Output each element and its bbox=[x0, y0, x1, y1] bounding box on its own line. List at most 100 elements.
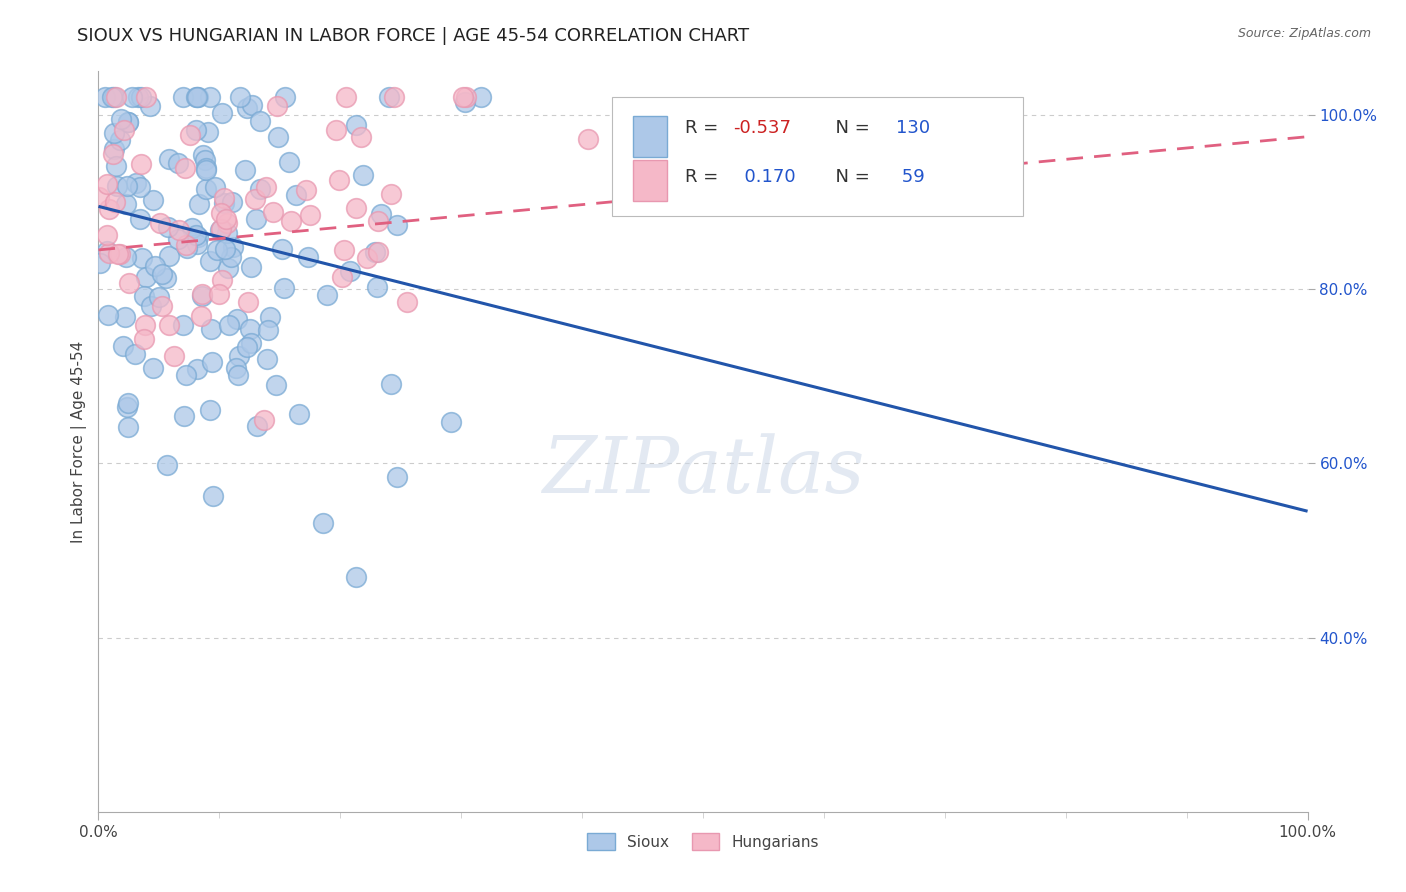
Point bbox=[370, 207, 392, 221]
Point bbox=[217, 226, 239, 240]
Point bbox=[163, 349, 186, 363]
Point bbox=[235, 162, 257, 177]
Point bbox=[96, 228, 118, 243]
Text: Source: ZipAtlas.com: Source: ZipAtlas.com bbox=[1237, 27, 1371, 40]
Point bbox=[94, 90, 117, 104]
Point bbox=[174, 368, 197, 382]
Point bbox=[117, 114, 139, 128]
Point bbox=[135, 90, 157, 104]
Point bbox=[150, 299, 173, 313]
Point bbox=[117, 400, 139, 414]
Point bbox=[240, 335, 263, 350]
FancyBboxPatch shape bbox=[633, 116, 666, 156]
Point bbox=[110, 112, 132, 126]
Point bbox=[132, 332, 155, 346]
Point bbox=[209, 223, 232, 237]
Point bbox=[356, 251, 378, 265]
Point bbox=[325, 123, 347, 137]
Point bbox=[280, 214, 302, 228]
Point bbox=[344, 201, 367, 215]
Point bbox=[226, 311, 249, 326]
Point bbox=[219, 250, 242, 264]
Text: ZIPatlas: ZIPatlas bbox=[541, 433, 865, 509]
Text: -0.537: -0.537 bbox=[734, 120, 792, 137]
Point bbox=[267, 130, 290, 145]
Point bbox=[187, 90, 209, 104]
Point bbox=[202, 489, 225, 503]
Point bbox=[198, 254, 221, 268]
Point bbox=[186, 361, 208, 376]
Point bbox=[200, 90, 222, 104]
Point bbox=[367, 213, 389, 227]
Point bbox=[456, 90, 478, 104]
FancyBboxPatch shape bbox=[613, 97, 1024, 216]
Point bbox=[186, 237, 208, 252]
Point bbox=[131, 252, 153, 266]
Point bbox=[167, 223, 190, 237]
Point bbox=[194, 153, 217, 167]
Point bbox=[188, 196, 211, 211]
Point bbox=[184, 227, 207, 242]
Point bbox=[266, 99, 288, 113]
Point bbox=[382, 90, 405, 104]
Text: R =: R = bbox=[685, 168, 724, 186]
Point bbox=[96, 244, 118, 259]
Text: N =: N = bbox=[824, 168, 876, 186]
Point bbox=[288, 407, 311, 421]
Point bbox=[190, 309, 212, 323]
Point bbox=[211, 106, 233, 120]
Point bbox=[262, 205, 284, 219]
Point bbox=[215, 216, 238, 230]
Point bbox=[149, 216, 172, 230]
Point bbox=[278, 155, 301, 169]
Point bbox=[440, 416, 463, 430]
Point bbox=[264, 378, 287, 392]
Point bbox=[176, 238, 198, 252]
Point bbox=[378, 90, 401, 104]
Point bbox=[198, 403, 221, 417]
Point bbox=[200, 322, 222, 336]
Point bbox=[257, 323, 280, 337]
Point bbox=[111, 339, 134, 353]
Point bbox=[195, 161, 218, 175]
Point bbox=[273, 281, 295, 295]
Point bbox=[253, 412, 276, 426]
Point bbox=[191, 289, 214, 303]
Point bbox=[366, 279, 388, 293]
Point bbox=[332, 243, 354, 257]
Point bbox=[240, 98, 263, 112]
Point bbox=[387, 218, 409, 232]
Point bbox=[132, 289, 155, 303]
Point bbox=[209, 206, 232, 220]
Point bbox=[138, 99, 160, 113]
Point bbox=[191, 148, 214, 162]
Point bbox=[205, 244, 228, 258]
Point bbox=[135, 270, 157, 285]
Point bbox=[211, 273, 233, 287]
Point bbox=[387, 470, 409, 484]
Point bbox=[274, 90, 297, 104]
Point bbox=[134, 318, 156, 332]
Point bbox=[195, 162, 218, 177]
Point bbox=[143, 259, 166, 273]
Point bbox=[186, 90, 208, 104]
Point bbox=[124, 347, 146, 361]
Point bbox=[127, 90, 149, 104]
Point bbox=[197, 125, 219, 139]
Point bbox=[249, 113, 271, 128]
Point bbox=[328, 173, 350, 187]
Point bbox=[239, 322, 262, 336]
Point bbox=[236, 294, 259, 309]
Point bbox=[243, 192, 266, 206]
Point bbox=[335, 90, 357, 104]
Point bbox=[167, 155, 190, 169]
Point bbox=[217, 260, 239, 275]
Point bbox=[270, 243, 292, 257]
Point bbox=[150, 268, 173, 282]
Point bbox=[451, 90, 474, 104]
Point bbox=[87, 189, 110, 203]
Point bbox=[212, 195, 235, 210]
Point bbox=[297, 250, 319, 264]
Point bbox=[214, 243, 236, 257]
Point bbox=[454, 95, 477, 110]
